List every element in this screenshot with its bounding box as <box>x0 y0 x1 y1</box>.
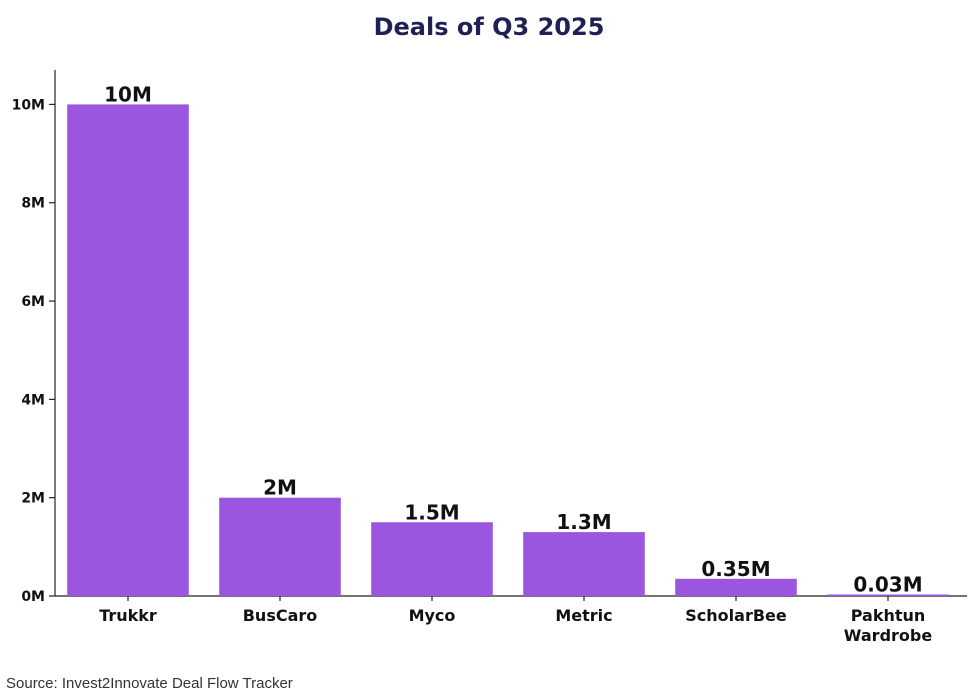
x-tick-label: BusCaro <box>243 606 318 625</box>
bar-scholarbee <box>675 578 797 596</box>
y-tick-label: 2M <box>21 491 45 507</box>
y-tick-label: 0M <box>21 589 45 605</box>
data-label: 10M <box>104 82 152 106</box>
x-tick-label: Trukkr <box>99 606 157 625</box>
data-label: 1.5M <box>404 500 459 524</box>
bar-trukkr <box>67 104 189 596</box>
data-label: 0.35M <box>701 557 770 581</box>
chart-title: Deals of Q3 2025 <box>374 13 605 41</box>
y-tick-label: 8M <box>21 196 45 212</box>
data-label: 1.3M <box>556 510 611 534</box>
data-label: 0.03M <box>853 573 922 597</box>
bar-myco <box>371 522 493 596</box>
bar-metric <box>523 532 645 596</box>
y-tick-label: 10M <box>12 97 45 113</box>
source-note: Source: Invest2Innovate Deal Flow Tracke… <box>6 675 293 692</box>
x-tick-label: ScholarBee <box>685 606 787 625</box>
bar-pakhtun-wardrobe <box>827 594 949 596</box>
y-axis: 0M 2M 4M 6M 8M 10M <box>12 70 56 605</box>
x-tick-label: Myco <box>409 606 456 625</box>
bar-buscaro <box>219 497 341 596</box>
y-tick-label: 4M <box>21 392 45 408</box>
bars <box>67 104 949 596</box>
y-tick-label: 6M <box>21 294 45 310</box>
x-tick-label: Metric <box>555 606 612 625</box>
data-label: 2M <box>263 476 297 500</box>
data-labels: 10M 2M 1.5M 1.3M 0.35M 0.03M <box>104 82 922 596</box>
x-axis: Trukkr BusCaro Myco Metric ScholarBee Pakhtun… <box>55 595 967 645</box>
x-tick-label: Pakhtun Wardrobe <box>844 606 933 645</box>
